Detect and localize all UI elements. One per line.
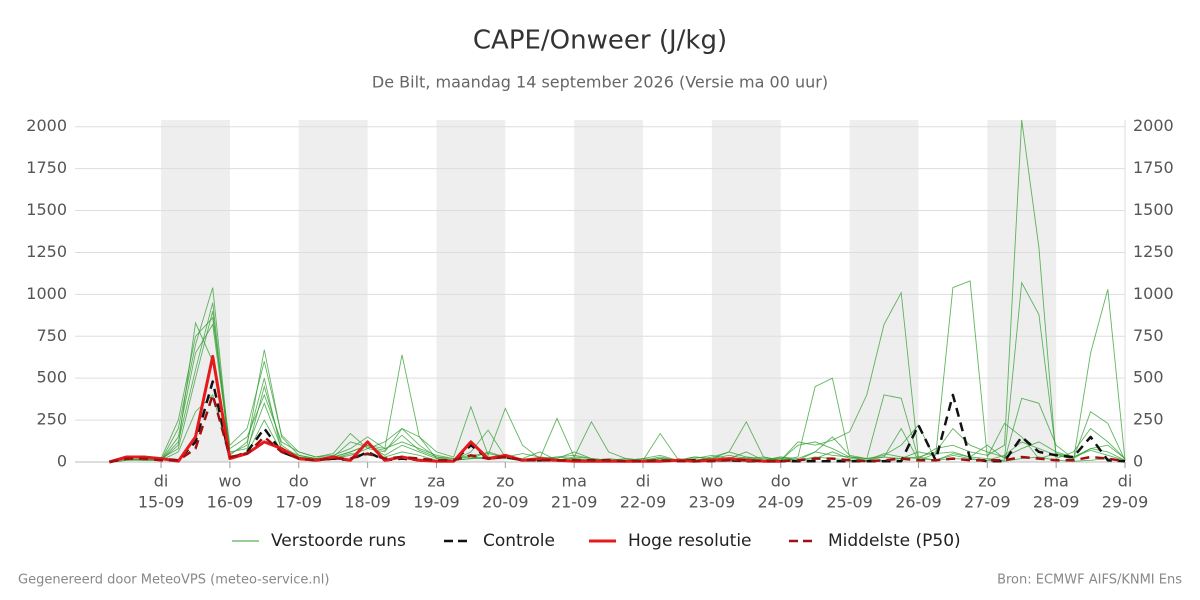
x-tick-date: 19-09 — [413, 493, 460, 512]
x-tick-date: 17-09 — [276, 493, 323, 512]
x-tick-label: wo — [218, 472, 241, 491]
x-tick-label: do — [771, 472, 791, 491]
legend-label: Middelste (P50) — [828, 531, 961, 551]
footer-source: Bron: ECMWF AIFS/KNMI Ens — [997, 573, 1182, 588]
y2-tick-label: 1000 — [1133, 284, 1174, 303]
chart-title: CAPE/Onweer (J/kg) — [473, 26, 727, 56]
y2-tick-label: 500 — [1133, 368, 1164, 387]
y-tick-label: 1500 — [26, 200, 67, 219]
y2-tick-label: 250 — [1133, 410, 1164, 429]
x-tick-label: zo — [978, 472, 996, 491]
y-tick-label: 250 — [36, 410, 67, 429]
x-tick-date: 29-09 — [1102, 493, 1149, 512]
day-band — [711, 120, 781, 462]
x-tick-date: 23-09 — [689, 493, 736, 512]
x-tick-date: 24-09 — [757, 493, 804, 512]
x-tick-label: ma — [561, 472, 586, 491]
x-tick-date: 21-09 — [551, 493, 598, 512]
x-tick-date: 22-09 — [620, 493, 667, 512]
y2-tick-label: 0 — [1133, 452, 1143, 471]
y2-tick-label: 750 — [1133, 326, 1164, 345]
series-line — [109, 393, 1126, 464]
day-band — [436, 120, 506, 462]
y2-tick-label: 1750 — [1133, 158, 1174, 177]
y2-tick-label: 1250 — [1133, 242, 1174, 261]
x-tick-date: 25-09 — [826, 493, 873, 512]
y2-tick-label: 1500 — [1133, 200, 1174, 219]
x-tick-date: 26-09 — [895, 493, 942, 512]
y-tick-label: 0 — [57, 452, 67, 471]
x-tick-date: 18-09 — [344, 493, 391, 512]
x-tick-date: 28-09 — [1033, 493, 1080, 512]
x-tick-label: di — [636, 472, 651, 491]
y-tick-label: 500 — [36, 368, 67, 387]
y-tick-label: 1750 — [26, 158, 67, 177]
x-tick-label: di — [154, 472, 169, 491]
x-tick-date: 27-09 — [964, 493, 1011, 512]
x-tick-label: ma — [1043, 472, 1068, 491]
x-tick-label: do — [289, 472, 309, 491]
chart-subtitle: De Bilt, maandag 14 september 2026 (Vers… — [372, 73, 828, 92]
footer-credit: Gegenereerd door MeteoVPS (meteo-service… — [18, 573, 329, 588]
x-tick-label: vr — [842, 472, 858, 491]
x-tick-label: wo — [700, 472, 723, 491]
day-band — [298, 120, 368, 462]
y-tick-label: 1000 — [26, 284, 67, 303]
x-tick-label: di — [1118, 472, 1133, 491]
legend-label: Controle — [483, 531, 555, 551]
day-band — [849, 120, 919, 462]
day-band — [574, 120, 644, 462]
day-band — [987, 120, 1057, 462]
y-tick-label: 750 — [36, 326, 67, 345]
x-tick-date: 20-09 — [482, 493, 529, 512]
legend-label: Hoge resolutie — [628, 531, 752, 551]
x-tick-label: zo — [496, 472, 514, 491]
x-tick-date: 15-09 — [138, 493, 185, 512]
y2-tick-label: 2000 — [1133, 116, 1174, 135]
x-tick-label: vr — [360, 472, 376, 491]
y-tick-label: 2000 — [26, 116, 67, 135]
legend-label: Verstoorde runs — [271, 531, 406, 551]
x-tick-label: za — [427, 472, 445, 491]
y-tick-label: 1250 — [26, 242, 67, 261]
x-tick-date: 16-09 — [207, 493, 254, 512]
ensemble-line — [109, 119, 1126, 463]
x-tick-label: za — [909, 472, 927, 491]
